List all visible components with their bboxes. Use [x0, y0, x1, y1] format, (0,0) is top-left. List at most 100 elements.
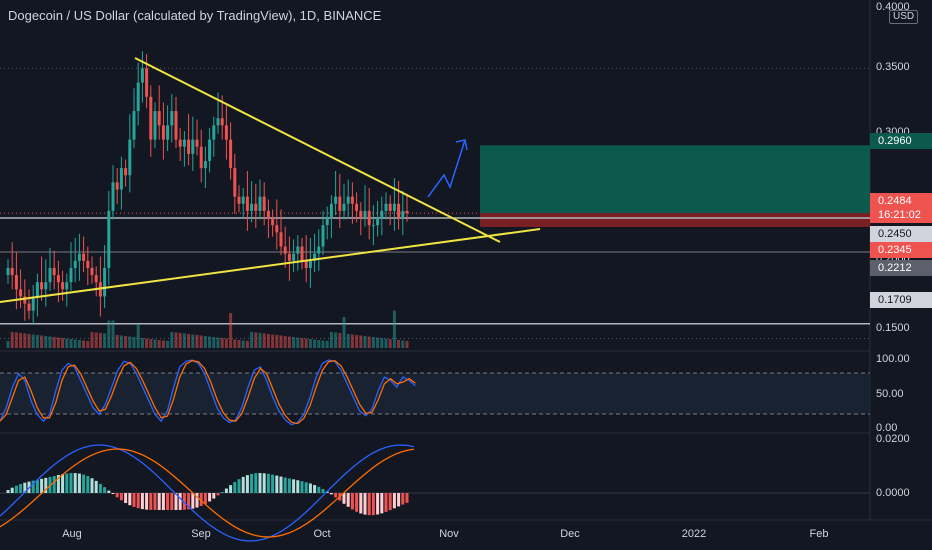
chart-title: Dogecoin / US Dollar (calculated by Trad…: [8, 8, 382, 23]
stoch-label-0: 0.00: [876, 422, 898, 434]
volume-bar-30: [132, 337, 136, 348]
macd-hist-bar-1: [10, 487, 14, 493]
macd-hist-bar-73: [313, 485, 317, 493]
volume-bar-91: [388, 339, 392, 348]
macd-hist-bar-95: [405, 493, 409, 503]
candle-body-82: [350, 196, 354, 204]
volume-bar-66: [283, 336, 287, 348]
volume-bar-9: [44, 336, 48, 348]
volume-bar-74: [317, 340, 321, 348]
candle-body-20: [90, 267, 94, 276]
candle-body-84: [359, 210, 363, 219]
candle-body-81: [346, 196, 350, 204]
volume-bar-19: [86, 341, 90, 348]
volume-bar-52: [224, 338, 228, 348]
level-badge-0.1709: 0.1709: [870, 292, 932, 308]
volume-bar-20: [90, 332, 94, 348]
candle-body-78: [334, 196, 338, 204]
stoch-k-line: [0, 359, 416, 426]
candle-body-55: [237, 196, 241, 204]
candle-body-64: [275, 225, 279, 233]
macd-hist-bar-15: [69, 473, 73, 493]
macd-hist-bar-46: [199, 493, 203, 506]
volume-bar-41: [178, 333, 182, 348]
candle-body-8: [40, 282, 44, 290]
candle-body-19: [86, 260, 90, 268]
stoch-d-line: [0, 359, 416, 425]
candle-body-95: [405, 210, 409, 214]
volume-bar-35: [153, 339, 157, 348]
volume-bar-10: [48, 336, 52, 348]
time-label-sep: Sep: [191, 528, 211, 540]
macd-hist-bar-66: [283, 477, 287, 493]
macd-hist-bar-31: [136, 493, 140, 509]
volume-bar-27: [119, 335, 123, 348]
volume-bar-75: [321, 340, 325, 348]
candle-body-44: [191, 139, 195, 154]
macd-hist-bar-30: [132, 493, 136, 507]
candle-body-59: [254, 203, 258, 211]
macd-hist-bar-4: [23, 482, 27, 493]
macd-hist-bar-16: [73, 473, 77, 493]
macd-hist-bar-36: [157, 493, 161, 511]
candle-body-57: [245, 196, 249, 211]
candle-body-67: [287, 253, 291, 261]
level-badge-0.2450: 0.2450: [870, 226, 932, 242]
volume-bar-28: [124, 336, 128, 348]
volume-bar-14: [65, 338, 69, 348]
volume-bar-24: [107, 320, 111, 348]
macd-hist-bar-54: [233, 482, 237, 493]
candle-body-93: [397, 203, 401, 219]
candle-body-70: [300, 246, 304, 261]
volume-bar-63: [271, 334, 275, 348]
price-label-0.3500: 0.3500: [876, 61, 910, 73]
macd-hist-bar-77: [329, 493, 333, 495]
macd-hist-bar-35: [153, 493, 157, 511]
macd-hist-bar-32: [140, 493, 144, 510]
stoch-label-50: 50.00: [876, 388, 904, 400]
volume-bar-70: [300, 338, 304, 348]
candle-body-53: [229, 139, 233, 169]
macd-hist-bar-92: [392, 493, 396, 509]
volume-bar-43: [187, 334, 191, 348]
volume-bar-57: [245, 341, 249, 348]
candle-body-87: [371, 225, 375, 227]
candle-body-46: [199, 146, 203, 169]
volume-bar-90: [384, 338, 388, 348]
candle-body-54: [233, 168, 237, 197]
macd-hist-bar-72: [308, 483, 312, 493]
currency-button[interactable]: USD: [889, 10, 919, 24]
time-label-aug: Aug: [62, 528, 82, 540]
volume-bar-26: [115, 335, 119, 348]
candle-body-40: [174, 111, 178, 140]
macd-hist-bar-84: [359, 493, 363, 514]
macd-hist-bar-78: [334, 493, 338, 498]
candle-body-7: [35, 282, 39, 297]
macd-hist-bar-69: [296, 480, 300, 493]
volume-bar-81: [346, 334, 350, 348]
volume-bar-6: [31, 334, 35, 348]
volume-bar-68: [292, 337, 296, 348]
candle-body-14: [65, 282, 69, 290]
macd-hist-bar-25: [111, 493, 115, 495]
volume-bar-44: [191, 334, 195, 348]
macd-hist-bar-21: [94, 480, 98, 493]
volume-bar-64: [275, 335, 279, 348]
macd-hist-bar-75: [321, 489, 325, 493]
candle-body-11: [52, 267, 56, 276]
volume-bar-5: [27, 334, 31, 348]
volume-bar-53: [229, 313, 233, 348]
macd-hist-bar-89: [380, 493, 384, 514]
macd-hist-bar-64: [275, 475, 279, 493]
candle-body-42: [182, 139, 186, 147]
candle-body-26: [115, 182, 119, 190]
candle-body-52: [224, 125, 228, 140]
macd-hist-bar-82: [350, 493, 354, 510]
candle-body-24: [107, 210, 111, 268]
volume-bar-34: [149, 339, 153, 348]
candle-body-92: [392, 203, 396, 211]
volume-bar-1: [10, 332, 14, 348]
macd-hist-bar-94: [401, 493, 405, 505]
volume-bar-58: [250, 332, 254, 348]
